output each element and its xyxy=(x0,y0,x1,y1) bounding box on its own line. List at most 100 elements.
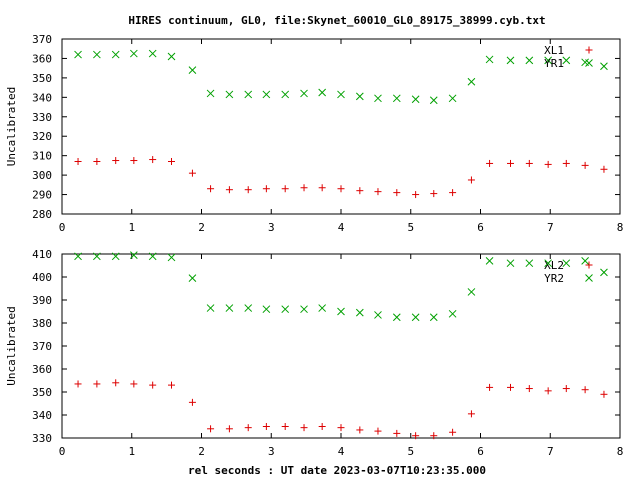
data-point xyxy=(412,432,420,440)
data-point xyxy=(392,313,401,322)
data-point-stroke-1 xyxy=(429,96,438,105)
data-point xyxy=(93,158,101,165)
data-point xyxy=(112,379,120,387)
chart-panel-2: 0 1 2 3 4 5 6 7 8 330 340 350 360 370 380 390 400 410 Unca… xyxy=(5,248,623,458)
series-yr2 xyxy=(74,251,608,322)
y-tick-label: 350 xyxy=(32,386,52,399)
data-point xyxy=(562,56,571,65)
data-point xyxy=(111,252,120,261)
data-point xyxy=(448,309,457,318)
x-tick-label: 3 xyxy=(268,445,275,458)
y-tick-label: 350 xyxy=(32,72,52,85)
legend-marker xyxy=(585,59,593,67)
data-point-stroke-1 xyxy=(244,90,253,99)
data-point xyxy=(485,257,494,265)
y-tick-label: 370 xyxy=(32,33,52,46)
data-point xyxy=(149,381,157,389)
data-point xyxy=(244,304,253,312)
data-point-stroke-1 xyxy=(374,94,382,103)
legend-marker-stroke-1 xyxy=(585,274,593,282)
data-point-stroke-1 xyxy=(129,251,138,260)
data-point xyxy=(244,186,252,194)
plot-frame xyxy=(61,253,621,439)
data-point-stroke-1 xyxy=(355,308,364,317)
chart-title: HIRES continuum, GL0, file:Skynet_60010_… xyxy=(128,14,545,27)
data-point-stroke-1 xyxy=(392,313,401,322)
data-point xyxy=(337,424,345,432)
data-point xyxy=(544,56,553,65)
data-point xyxy=(337,90,345,99)
data-point xyxy=(337,307,345,316)
data-point-stroke-1 xyxy=(262,90,271,99)
data-point xyxy=(581,257,589,265)
data-point xyxy=(467,176,475,184)
data-point xyxy=(355,92,364,101)
data-point-stroke-1 xyxy=(485,257,494,265)
data-point xyxy=(74,158,82,165)
data-point-stroke-1 xyxy=(281,305,290,314)
data-point-stroke-1 xyxy=(111,50,120,59)
y-tick-label: 370 xyxy=(32,340,52,353)
data-point-stroke-1 xyxy=(506,259,515,268)
data-point xyxy=(74,252,82,261)
x-tick-label: 0 xyxy=(59,445,66,458)
x-axis-label: rel seconds : UT date 2023-03-07T10:23:3… xyxy=(188,464,486,477)
data-point xyxy=(356,187,364,195)
y-tick-label: 410 xyxy=(32,248,52,261)
legend-marker xyxy=(585,261,593,269)
legend-label: XL1 xyxy=(544,44,564,57)
data-point-stroke-1 xyxy=(318,88,327,97)
x-tick-label: 4 xyxy=(338,445,345,458)
data-point xyxy=(430,432,438,440)
data-point-stroke-1 xyxy=(188,274,197,283)
data-point xyxy=(600,390,608,398)
data-point-stroke-1 xyxy=(581,257,589,265)
data-point xyxy=(392,94,401,103)
y-tick-label: 400 xyxy=(32,271,52,284)
data-point xyxy=(281,185,289,193)
data-point xyxy=(525,259,534,268)
data-point xyxy=(486,383,494,391)
data-point xyxy=(411,313,420,322)
data-point-stroke-1 xyxy=(544,259,553,268)
y-tick-label: 280 xyxy=(32,208,52,221)
y-tick-label: 380 xyxy=(32,317,52,330)
x-tick-label: 1 xyxy=(128,221,135,234)
x-tick-label: 6 xyxy=(477,221,484,234)
data-point xyxy=(112,157,120,165)
data-point-stroke-1 xyxy=(225,90,234,99)
data-point-stroke-1 xyxy=(525,56,534,65)
data-point xyxy=(130,380,138,388)
y-axis-label: Uncalibrated xyxy=(5,306,18,385)
data-point xyxy=(206,89,215,98)
data-point xyxy=(300,89,308,98)
data-point-stroke-1 xyxy=(337,307,345,316)
data-point xyxy=(300,305,308,314)
data-point xyxy=(525,385,533,393)
data-point xyxy=(374,94,382,103)
data-point-stroke-1 xyxy=(467,77,476,86)
data-point-stroke-1 xyxy=(525,259,534,268)
data-point xyxy=(225,425,233,433)
data-point xyxy=(467,77,476,86)
data-point xyxy=(148,49,157,58)
data-point xyxy=(581,386,589,394)
data-point xyxy=(448,94,457,103)
data-point-stroke-1 xyxy=(148,252,157,261)
data-point-stroke-1 xyxy=(544,56,553,65)
data-point xyxy=(412,191,420,199)
data-point xyxy=(207,185,215,193)
data-point xyxy=(544,160,552,168)
legend-marker xyxy=(585,46,593,54)
data-point xyxy=(148,252,157,261)
x-tick-label: 0 xyxy=(59,221,66,234)
data-point xyxy=(281,305,290,314)
y-tick-label: 310 xyxy=(32,150,52,163)
data-point xyxy=(506,259,515,268)
y-tick-label: 300 xyxy=(32,169,52,182)
x-tick-label: 2 xyxy=(198,221,205,234)
data-point xyxy=(600,268,608,277)
data-point-stroke-1 xyxy=(244,304,253,312)
data-point-stroke-1 xyxy=(167,52,176,61)
data-point xyxy=(544,259,553,268)
